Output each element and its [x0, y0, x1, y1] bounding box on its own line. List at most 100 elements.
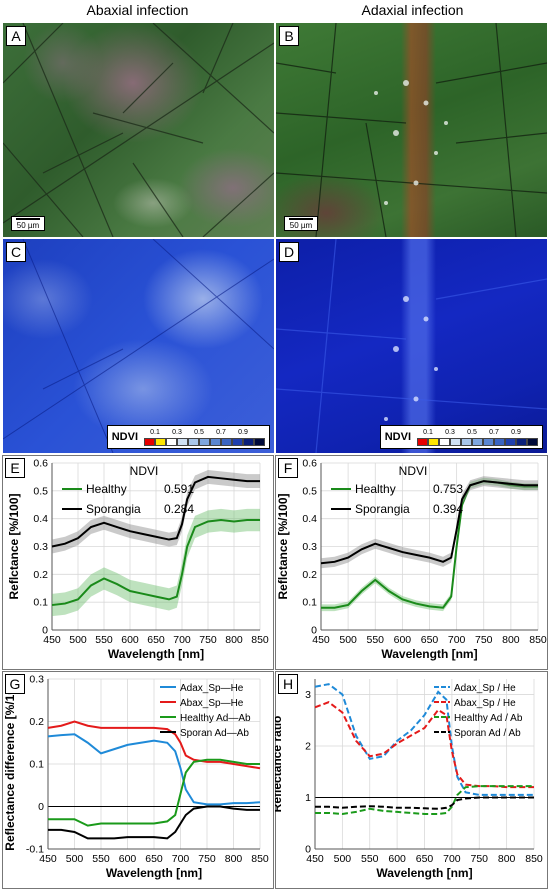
x-tick-label: 600 [388, 853, 406, 865]
x-tick-label: 800 [498, 853, 516, 865]
panel-label-g: G [5, 674, 25, 694]
ndvi-legend-c: NDVI 0.1 0.3 0.5 0.7 0.9 [106, 425, 270, 449]
ndvi-swatch [527, 437, 538, 446]
chart-reflectance-ratio: 0 1 2 3 450 500 550 600 650 700 750 800 850 Wavelengt… [275, 671, 548, 889]
y-tick-label: 0.3 [29, 674, 44, 686]
y-axis-label: Reflctance [%/100] [7, 493, 21, 599]
ndvi-swatch [210, 437, 221, 446]
legend-entry: Sporan Ad / Ab [454, 728, 521, 739]
ndvi-tick: 0.7 [216, 428, 226, 436]
leaf-vein-pattern [3, 23, 274, 237]
x-tick-label: 850 [251, 634, 269, 646]
y-tick-label: 0.5 [302, 485, 317, 497]
legend-entry: Adax_Sp—He [180, 683, 244, 694]
x-tick-label: 750 [199, 634, 217, 646]
panel-label-a: A [6, 26, 26, 46]
panel-label-b: B [279, 26, 299, 46]
y-tick-label: 0.4 [33, 513, 48, 525]
legend-title: NDVI [130, 464, 159, 478]
x-tick-label: 500 [69, 634, 87, 646]
legend-entry: Healthy Ad—Ab [180, 713, 251, 724]
ndvi-swatch [188, 437, 199, 446]
y-tick-label: 0.1 [29, 759, 44, 771]
x-tick-label: 750 [198, 853, 216, 865]
legend-entry: Sporangia [86, 502, 141, 516]
legend-entry: Sporan Ad—Ab [180, 728, 249, 739]
ndvi-tick: 0.5 [467, 428, 477, 436]
y-tick-label: 0.6 [33, 458, 48, 470]
series-band-healthy [321, 477, 538, 612]
x-axis-label: Wavelength [nm] [106, 866, 202, 880]
series-line-2 [48, 758, 260, 827]
x-tick-label: 600 [121, 634, 139, 646]
y-tick-label: 0.5 [33, 485, 48, 497]
chart-reflectance-adaxial: 0 0.1 0.2 0.3 0.4 0.5 0.6 450 500 550 600 650 700 750… [275, 455, 548, 670]
x-tick-label: 550 [361, 853, 379, 865]
micrograph-abaxial: A 50 µm [3, 23, 274, 237]
ndvi-swatch [439, 437, 450, 446]
ndvi-swatch [516, 437, 527, 446]
y-tick-label: 0 [311, 625, 317, 637]
x-tick-label: 700 [443, 853, 461, 865]
ndvi-swatch [450, 437, 461, 446]
x-tick-label: 600 [394, 634, 412, 646]
legend-entry: Adax_Sp / He [454, 683, 516, 694]
ndvi-texture-c [3, 239, 274, 453]
chart-svg-f: 0 0.1 0.2 0.3 0.4 0.5 0.6 450 500 550 600 650 700 750… [276, 458, 547, 662]
x-tick-label: 450 [43, 634, 61, 646]
ndvi-swatch [232, 437, 243, 446]
y-tick-label: 0.2 [33, 569, 48, 581]
y-tick-label: 0 [42, 625, 48, 637]
x-tick-label: 850 [525, 853, 543, 865]
series-line-2 [315, 785, 534, 815]
legend-entry: Healthy Ad / Ab [454, 713, 523, 724]
x-axis-label: Wavelength [nm] [376, 866, 472, 880]
legend-ndvi-value: 0.753 [433, 482, 463, 496]
x-tick-label: 800 [225, 853, 243, 865]
legend-entry: Healthy [355, 482, 396, 496]
y-tick-label: 2 [305, 740, 311, 752]
ndvi-legend-d: NDVI 0.1 0.3 0.5 0.7 0.9 [379, 425, 543, 449]
panel-frame-h [275, 671, 548, 889]
x-tick-label: 550 [92, 853, 110, 865]
ndvi-tick: 0.7 [489, 428, 499, 436]
ndvi-legend-label: NDVI [111, 431, 138, 443]
x-tick-label: 750 [470, 853, 488, 865]
series-line-0 [314, 683, 534, 796]
x-tick-label: 850 [251, 853, 269, 865]
chart-svg-e: 0 0.1 0.2 0.3 0.4 0.5 0.6 450 500 550 600 650 700 750… [7, 458, 269, 662]
micrograph-adaxial: B 50 µm [276, 23, 547, 237]
y-axis-label: Reflectance difference [%/100] [3, 677, 17, 850]
y-tick-label: 0.1 [33, 597, 48, 609]
chart-reflectance-abaxial: 0 0.1 0.2 0.3 0.4 0.5 0.6 450 500 550 600 650 700 750… [2, 455, 274, 670]
y-tick-label: 0 [38, 801, 44, 813]
ndvi-texture-d [276, 239, 547, 453]
ndvi-swatch [177, 437, 188, 446]
panel-label-c: C [6, 242, 26, 262]
ndvi-swatch [155, 437, 166, 446]
y-tick-label: 1 [305, 792, 311, 804]
legend-entry: Abax_Sp—He [180, 698, 244, 709]
x-axis-label: Wavelength [nm] [108, 647, 204, 661]
y-tick-label: 0 [305, 844, 311, 856]
y-tick-label: 0.2 [302, 569, 317, 581]
scale-bar-b: 50 µm [284, 216, 318, 231]
series-line-3 [315, 796, 534, 810]
leaf-vein-pattern-b [276, 23, 547, 237]
chart-svg-g: -0.1 0 0.1 0.2 0.3 450 500 550 600 650 700 750 800 85… [3, 674, 269, 881]
panel-label-d: D [279, 242, 299, 262]
chart-svg-h: 0 1 2 3 450 500 550 600 650 700 750 800 850 Wavelengt… [275, 679, 543, 880]
panel-frame-e [2, 455, 274, 670]
ndvi-swatch [428, 437, 439, 446]
ndvi-swatch [166, 437, 177, 446]
panel-frame-g [2, 671, 274, 889]
panel-label-h: H [278, 674, 298, 694]
series-line-1 [47, 720, 261, 770]
x-tick-label: 800 [502, 634, 520, 646]
ndvi-color-swatches [417, 437, 538, 446]
ndvi-tick: 0.1 [423, 428, 433, 436]
chart-reflectance-difference: -0.1 0 0.1 0.2 0.3 450 500 550 600 650 700 750 800 85… [2, 671, 274, 889]
ndvi-swatch [505, 437, 516, 446]
ndvi-tick: 0.3 [172, 428, 182, 436]
x-tick-label: 500 [66, 853, 84, 865]
